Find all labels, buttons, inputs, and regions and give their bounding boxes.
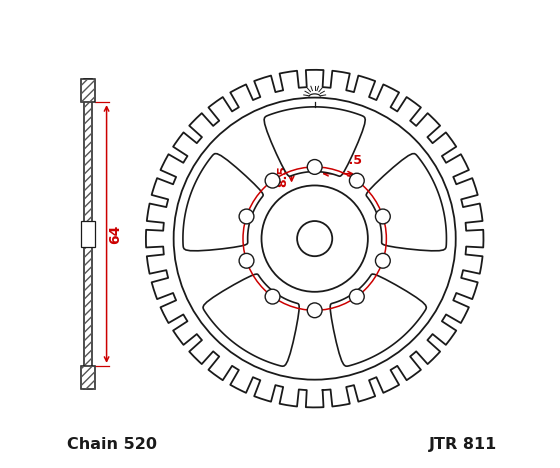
Circle shape bbox=[174, 98, 456, 380]
Circle shape bbox=[307, 303, 322, 318]
Circle shape bbox=[239, 253, 254, 268]
Bar bbox=[81, 79, 95, 102]
Bar bbox=[81, 79, 95, 102]
Bar bbox=[81, 366, 95, 389]
Text: Chain 520: Chain 520 bbox=[67, 437, 157, 452]
Polygon shape bbox=[146, 70, 483, 408]
Text: 84 mm: 84 mm bbox=[293, 208, 346, 222]
Circle shape bbox=[265, 289, 280, 304]
Polygon shape bbox=[330, 274, 426, 366]
Text: 64: 64 bbox=[108, 224, 122, 244]
Circle shape bbox=[349, 173, 364, 188]
Polygon shape bbox=[183, 154, 263, 251]
Bar bbox=[81, 221, 96, 247]
Polygon shape bbox=[203, 274, 299, 366]
Text: 8.5: 8.5 bbox=[277, 165, 290, 187]
Polygon shape bbox=[366, 154, 446, 251]
Circle shape bbox=[375, 209, 390, 224]
Circle shape bbox=[349, 289, 364, 304]
Circle shape bbox=[239, 209, 254, 224]
Polygon shape bbox=[264, 107, 365, 176]
Circle shape bbox=[307, 160, 322, 175]
Circle shape bbox=[262, 185, 368, 292]
Circle shape bbox=[375, 253, 390, 268]
Text: JTR 811: JTR 811 bbox=[429, 437, 497, 452]
Circle shape bbox=[297, 221, 332, 256]
Text: 10.5: 10.5 bbox=[332, 154, 363, 167]
Bar bbox=[84, 79, 92, 389]
Bar bbox=[84, 79, 92, 389]
Bar bbox=[81, 366, 95, 389]
Circle shape bbox=[265, 173, 280, 188]
